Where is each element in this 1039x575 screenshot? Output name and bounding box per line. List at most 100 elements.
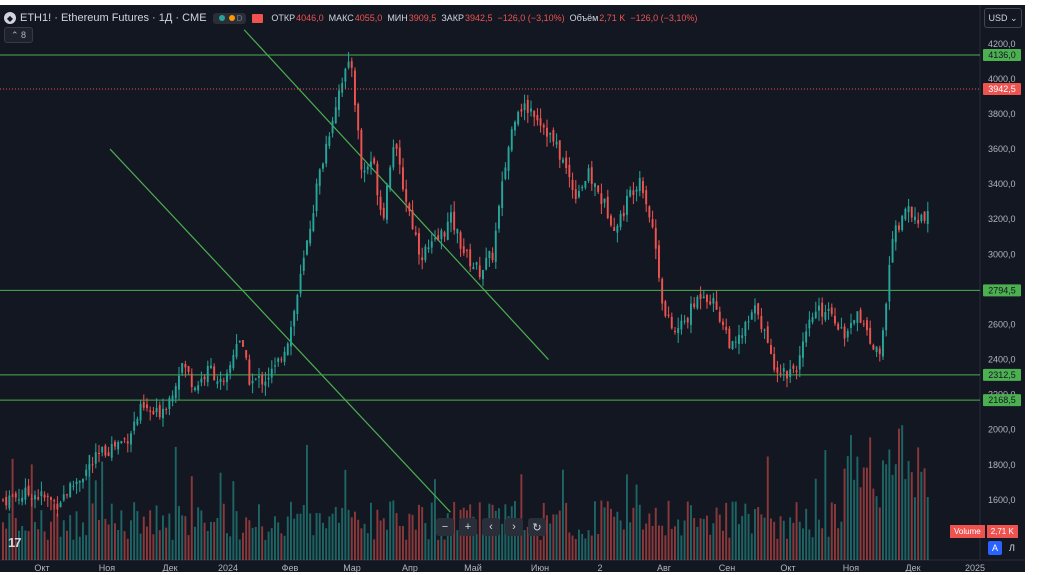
volume-bar — [850, 435, 852, 560]
candle-body — [606, 196, 609, 219]
volume-bar — [754, 508, 756, 560]
price-chart[interactable]: 4200,0 4000,0 3800,0 3600,0 3400,0 3200,0 3000… — [0, 5, 1025, 572]
candle-body — [722, 321, 724, 326]
zoom-out-button[interactable]: − — [436, 518, 454, 536]
volume-bar — [270, 528, 273, 560]
candle-body — [757, 303, 760, 315]
volume-bar — [414, 529, 417, 560]
volume-bar — [178, 506, 180, 560]
auto-scale-button[interactable]: A — [988, 541, 1002, 555]
tradingview-logo[interactable]: 17 — [8, 535, 22, 550]
candle-body — [456, 228, 459, 234]
symbol-title[interactable]: ETH1! · Ethereum Futures · 1Д · CME — [20, 12, 207, 24]
candle-body — [392, 147, 395, 168]
candle-body — [674, 330, 676, 332]
volume-bar — [334, 506, 337, 560]
candle-body — [501, 181, 504, 209]
volume-bar — [792, 522, 795, 560]
volume-bar — [213, 521, 216, 560]
candle-body — [414, 232, 417, 235]
candle-body — [894, 225, 897, 243]
reset-chart-button[interactable]: ↻ — [528, 518, 546, 536]
volume-bar — [261, 526, 264, 560]
volume-bar — [565, 502, 568, 560]
volume-bar — [712, 523, 715, 560]
candle-body — [325, 143, 328, 164]
candle-body — [536, 115, 539, 121]
y-tick-label: 4000,0 — [988, 74, 1016, 84]
volume-bar — [834, 504, 836, 560]
volume-bar — [555, 514, 558, 560]
candle-body — [389, 167, 392, 189]
volume-bar — [18, 530, 20, 560]
candle-body — [680, 320, 683, 330]
volume-bar — [424, 522, 427, 560]
candle-body — [210, 365, 212, 369]
volume-bar — [98, 519, 100, 560]
candle-body — [5, 496, 8, 506]
candle-body — [613, 227, 616, 231]
collapse-indicators-button[interactable]: ⌃ 8 — [4, 27, 34, 43]
volume-bar — [78, 536, 81, 560]
volume-bar — [891, 474, 894, 560]
volume-scale-tag: Volume 2,71 K — [950, 525, 1018, 538]
volume-bar — [472, 516, 475, 560]
volume-bar — [421, 507, 424, 560]
volume-bar — [30, 464, 33, 560]
candle-body — [347, 61, 350, 68]
volume-bar — [549, 523, 552, 560]
volume-bar — [210, 521, 212, 560]
candle-body — [629, 189, 632, 197]
level-price-label: 4136,0 — [988, 50, 1016, 60]
candle-body — [197, 385, 200, 391]
candle-body — [267, 377, 270, 380]
scroll-left-button[interactable]: ‹ — [482, 518, 500, 536]
candle-body — [862, 323, 865, 325]
candle-body — [731, 341, 734, 350]
candle-body — [910, 206, 913, 218]
candle-body — [37, 497, 40, 500]
candle-body — [760, 316, 763, 330]
candle-body — [338, 90, 340, 110]
volume-bar — [27, 531, 30, 560]
candle-body — [200, 378, 203, 383]
volume-bar — [373, 539, 376, 560]
zoom-in-button[interactable]: + — [459, 518, 477, 536]
volume-bar — [325, 528, 328, 560]
candle-body — [72, 485, 75, 487]
volume-bar — [642, 529, 644, 560]
candle-body — [261, 374, 264, 385]
candle-body — [706, 295, 708, 303]
scroll-right-button[interactable]: › — [505, 518, 523, 536]
candle-body — [533, 110, 536, 117]
x-tick-label: Мар — [343, 563, 361, 572]
candle-body — [626, 195, 628, 215]
volume-bar — [648, 513, 651, 560]
candle-body — [923, 211, 926, 221]
candle-body — [888, 264, 891, 302]
volume-bar — [72, 539, 75, 560]
log-scale-button[interactable]: Л — [1009, 543, 1015, 553]
volume-bar — [280, 533, 283, 560]
candle-body — [920, 214, 923, 222]
candle-body — [872, 344, 875, 350]
candle-body — [421, 257, 424, 261]
candle-body — [507, 147, 510, 171]
currency-select[interactable]: USD ⌄ — [984, 8, 1022, 28]
volume-bar — [629, 522, 632, 560]
volume-bar — [5, 528, 8, 560]
volume-bar — [798, 521, 801, 560]
candle-body — [491, 252, 494, 261]
volume-bar — [392, 500, 395, 560]
volume-bar — [408, 513, 411, 560]
candle-body — [450, 212, 452, 223]
y-tick-label: 3000,0 — [988, 249, 1016, 259]
candle-body — [600, 193, 603, 204]
volume-bar — [686, 501, 689, 560]
candle-body — [472, 266, 475, 270]
candle-body — [878, 348, 881, 355]
candle-body — [203, 376, 206, 380]
candle-body — [885, 303, 888, 331]
candle-body — [917, 219, 920, 224]
candle-body — [594, 183, 596, 187]
